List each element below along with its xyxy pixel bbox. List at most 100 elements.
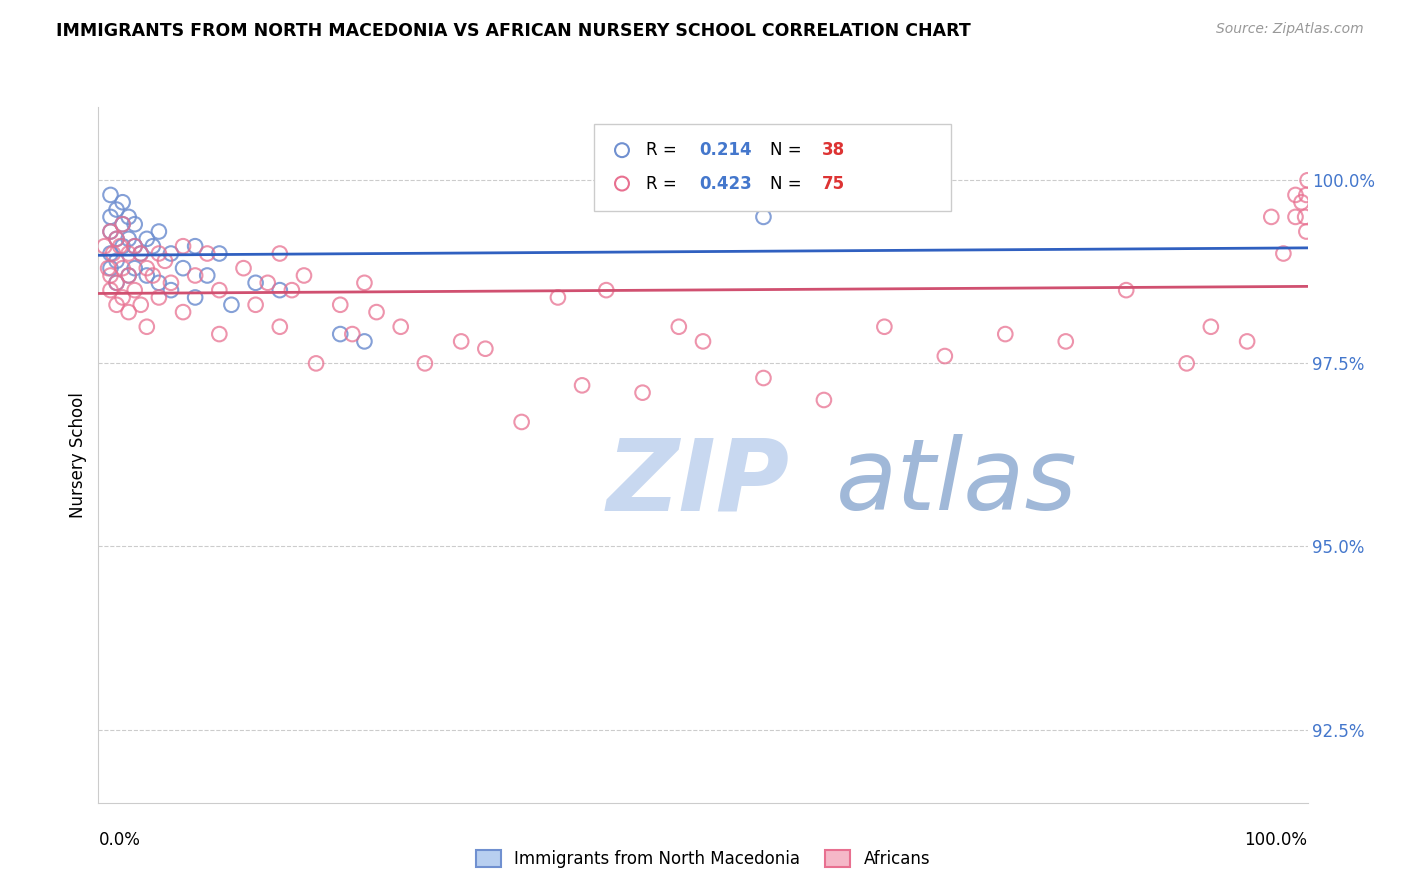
Point: [100, 246, 122, 260]
Point: [329, 327, 352, 342]
Point: [105, 276, 128, 290]
Text: 0.423: 0.423: [699, 175, 752, 193]
Point: [184, 290, 207, 304]
Point: [172, 305, 194, 319]
Point: [118, 232, 141, 246]
Point: [135, 261, 157, 276]
Text: 0.214: 0.214: [699, 141, 752, 159]
Text: atlas: atlas: [837, 434, 1077, 532]
Point: [1260, 210, 1282, 224]
Text: 75: 75: [821, 175, 845, 193]
Point: [269, 319, 291, 334]
Point: [148, 290, 170, 304]
Point: [100, 225, 122, 239]
Text: 0.0%: 0.0%: [98, 830, 141, 848]
Point: [135, 268, 157, 283]
Point: [142, 239, 165, 253]
Point: [100, 210, 122, 224]
Point: [232, 261, 254, 276]
Y-axis label: Nursery School: Nursery School: [69, 392, 87, 518]
Point: [172, 261, 194, 276]
Point: [256, 276, 278, 290]
Point: [111, 217, 134, 231]
Point: [510, 415, 533, 429]
Point: [813, 392, 835, 407]
Point: [1236, 334, 1258, 349]
Point: [160, 246, 183, 260]
Point: [105, 298, 128, 312]
Point: [413, 356, 436, 370]
Point: [184, 239, 207, 253]
Point: [752, 210, 775, 224]
Point: [1115, 283, 1137, 297]
Text: Source: ZipAtlas.com: Source: ZipAtlas.com: [1216, 22, 1364, 37]
Point: [1294, 210, 1316, 224]
Point: [105, 253, 128, 268]
Point: [450, 334, 472, 349]
Point: [105, 232, 128, 246]
Point: [148, 225, 170, 239]
Point: [353, 276, 375, 290]
Point: [148, 276, 170, 290]
Point: [873, 319, 896, 334]
Point: [129, 246, 152, 260]
Point: [245, 298, 267, 312]
Point: [208, 246, 231, 260]
Point: [118, 246, 141, 260]
Point: [100, 268, 122, 283]
Point: [118, 210, 141, 224]
Point: [571, 378, 593, 392]
Point: [1295, 225, 1317, 239]
Point: [813, 188, 835, 202]
Point: [269, 283, 291, 297]
Point: [1284, 210, 1306, 224]
Point: [329, 298, 352, 312]
Point: [160, 276, 183, 290]
Point: [105, 276, 128, 290]
Point: [1199, 319, 1222, 334]
Point: [124, 283, 146, 297]
Point: [111, 239, 134, 253]
Point: [111, 290, 134, 304]
Point: [269, 246, 291, 260]
Text: R =: R =: [647, 175, 682, 193]
Point: [129, 246, 152, 260]
Text: 38: 38: [821, 141, 845, 159]
Point: [124, 239, 146, 253]
Text: 100.0%: 100.0%: [1244, 830, 1308, 848]
FancyBboxPatch shape: [595, 124, 950, 211]
Point: [1295, 188, 1317, 202]
Point: [547, 290, 569, 304]
Point: [93, 239, 115, 253]
Point: [305, 356, 328, 370]
Point: [474, 342, 496, 356]
Point: [135, 232, 157, 246]
Text: N =: N =: [769, 141, 807, 159]
Point: [195, 246, 218, 260]
Point: [135, 319, 157, 334]
Point: [342, 327, 364, 342]
Point: [1296, 173, 1319, 187]
Point: [1272, 246, 1295, 260]
Point: [668, 319, 690, 334]
Point: [292, 268, 315, 283]
Point: [221, 298, 243, 312]
Point: [172, 239, 194, 253]
Point: [366, 305, 388, 319]
Point: [100, 188, 122, 202]
Point: [100, 261, 122, 276]
Point: [124, 261, 146, 276]
Point: [105, 232, 128, 246]
Point: [100, 283, 122, 297]
Point: [124, 217, 146, 231]
Point: [752, 371, 775, 385]
Point: [1054, 334, 1077, 349]
Point: [160, 283, 183, 297]
Point: [111, 261, 134, 276]
Point: [153, 253, 176, 268]
Point: [934, 349, 956, 363]
Point: [184, 268, 207, 283]
Point: [108, 239, 131, 253]
Point: [208, 327, 231, 342]
Point: [142, 268, 165, 283]
